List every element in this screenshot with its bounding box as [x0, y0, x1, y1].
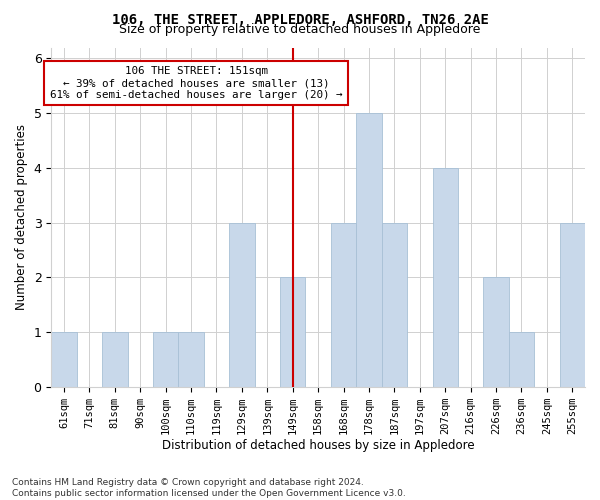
- Bar: [280, 278, 305, 386]
- Text: 106 THE STREET: 151sqm
← 39% of detached houses are smaller (13)
61% of semi-det: 106 THE STREET: 151sqm ← 39% of detached…: [50, 66, 343, 100]
- Text: Size of property relative to detached houses in Appledore: Size of property relative to detached ho…: [119, 22, 481, 36]
- Bar: [102, 332, 128, 386]
- Text: 106, THE STREET, APPLEDORE, ASHFORD, TN26 2AE: 106, THE STREET, APPLEDORE, ASHFORD, TN2…: [112, 12, 488, 26]
- Bar: [509, 332, 534, 386]
- Bar: [433, 168, 458, 386]
- Bar: [484, 278, 509, 386]
- Bar: [229, 222, 254, 386]
- Bar: [153, 332, 178, 386]
- Bar: [178, 332, 204, 386]
- X-axis label: Distribution of detached houses by size in Appledore: Distribution of detached houses by size …: [162, 440, 475, 452]
- Text: Contains HM Land Registry data © Crown copyright and database right 2024.
Contai: Contains HM Land Registry data © Crown c…: [12, 478, 406, 498]
- Bar: [382, 222, 407, 386]
- Bar: [356, 113, 382, 386]
- Bar: [51, 332, 77, 386]
- Y-axis label: Number of detached properties: Number of detached properties: [15, 124, 28, 310]
- Bar: [331, 222, 356, 386]
- Bar: [560, 222, 585, 386]
